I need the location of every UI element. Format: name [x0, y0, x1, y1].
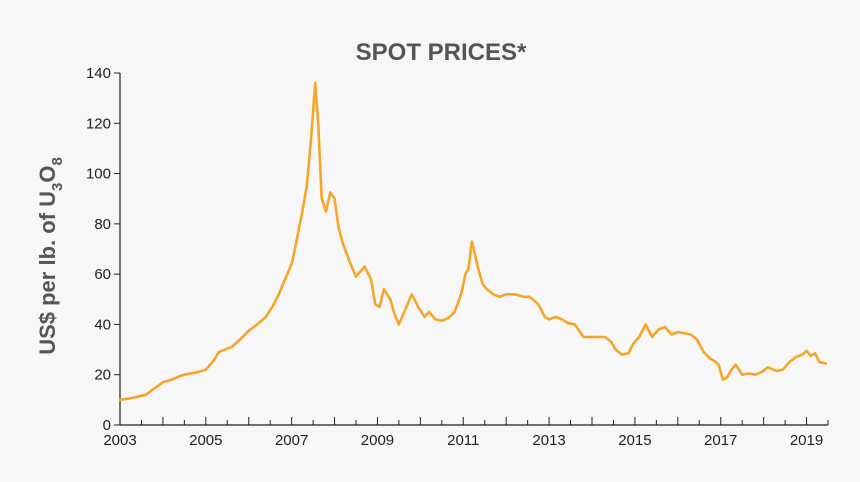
series-line-spot-price	[118, 81, 828, 402]
x-axis: 2003 2005 2007 2009 2011 2013 2015 2017 2019	[103, 417, 829, 449]
chart-title: SPOT PRICES*	[356, 39, 527, 66]
y-tick-label: 40	[94, 316, 111, 333]
y-tick-label: 100	[86, 166, 111, 183]
y-tick-label: 120	[86, 115, 111, 132]
x-tick-label: 2011	[447, 432, 479, 449]
y-axis-label: US$ per lb. of U3O8	[35, 157, 66, 355]
x-tick-label: 2003	[103, 432, 136, 449]
x-tick-label: 2005	[189, 432, 222, 449]
y-axis-label-main: US$ per lb. of U	[35, 191, 60, 355]
y-tick-label: 20	[94, 367, 111, 384]
y-axis: 0 20 40 60 80 100 120 140	[86, 65, 121, 434]
y-axis-label-subscript-3: 3	[49, 183, 66, 191]
y-tick-label: 140	[86, 65, 111, 82]
y-axis-label-subscript-8: 8	[49, 157, 66, 165]
x-tick-label: 2013	[532, 432, 565, 449]
x-tick-label: 2015	[618, 432, 651, 449]
y-tick-label: 0	[103, 417, 111, 434]
x-tick-label: 2009	[361, 432, 394, 449]
x-tick-label: 2007	[275, 432, 308, 449]
x-tick-label: 2017	[704, 432, 737, 449]
series-layer	[118, 81, 828, 402]
y-tick-label: 80	[94, 216, 111, 233]
y-axis-label-o: O	[35, 166, 60, 183]
x-tick-label: 2019	[790, 432, 823, 449]
y-tick-label: 60	[94, 266, 111, 283]
